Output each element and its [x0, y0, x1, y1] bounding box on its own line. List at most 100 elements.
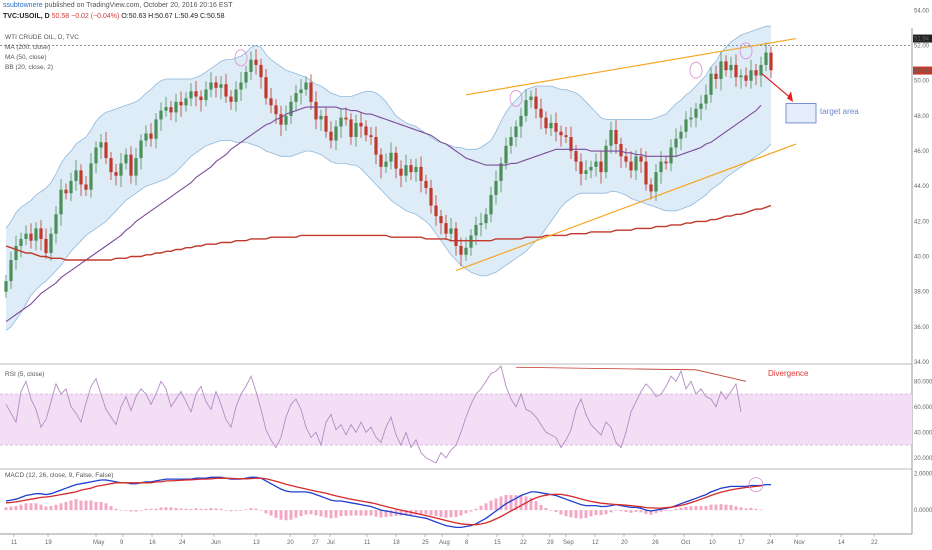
candle-body: [474, 224, 478, 236]
macd-histogram-bar: [74, 499, 78, 511]
candle: [319, 109, 323, 131]
candle: [244, 65, 248, 89]
macd-tick-label: 0.0000: [914, 508, 932, 514]
macd-histogram-bar: [689, 506, 693, 511]
candle: [629, 151, 633, 179]
candle: [74, 160, 78, 191]
candle: [304, 76, 308, 96]
candle-body: [169, 107, 173, 113]
candle: [269, 87, 273, 114]
macd-histogram-bar: [624, 510, 628, 513]
candle-body: [334, 126, 338, 141]
rsi-tick-label: 80.0000: [914, 379, 932, 385]
candle-body: [69, 180, 73, 194]
rsi-band: [0, 394, 912, 446]
price-tick-label: 36.00: [914, 325, 930, 331]
candle-body: [739, 75, 743, 78]
time-tick-label: 22: [871, 540, 878, 546]
candle: [724, 55, 728, 77]
candle-body: [614, 129, 618, 145]
candle-body: [434, 205, 438, 217]
candle-body: [339, 117, 343, 127]
time-tick-label: Jul: [327, 540, 335, 546]
macd-histogram-bar: [594, 510, 598, 516]
time-tick-label: 14: [838, 540, 845, 546]
candle: [279, 105, 283, 137]
macd-histogram-bar: [389, 510, 393, 517]
candle-body: [244, 71, 248, 83]
symbol-name: TVC:USOIL, D: [3, 13, 50, 20]
publisher-username[interactable]: ssubtownere: [3, 2, 43, 9]
macd-histogram-bar: [739, 507, 743, 511]
top-price-badge: [913, 34, 932, 43]
macd-histogram-bar: [329, 510, 333, 519]
legend-ma200[interactable]: MA (200, close): [5, 44, 51, 51]
candle: [519, 107, 523, 138]
candle-body: [234, 89, 238, 102]
macd-panel-label[interactable]: MACD (12, 26, close, 9, False, False): [5, 472, 114, 479]
macd-histogram-bar: [504, 495, 508, 511]
time-tick-label: 19: [45, 540, 52, 546]
candle: [309, 74, 313, 110]
candle-body: [154, 119, 158, 139]
candle-body: [139, 140, 143, 159]
price-tick-label: 42.00: [914, 219, 930, 225]
macd-histogram-bar: [424, 510, 428, 515]
macd-histogram-bar: [64, 501, 68, 511]
rsi-panel-label[interactable]: RSI (5, close): [5, 371, 45, 378]
candle-body: [174, 101, 178, 113]
candle-body: [569, 136, 573, 152]
candle-body: [459, 245, 463, 255]
price-tick-label: 52.00: [914, 44, 930, 50]
candle: [389, 142, 393, 170]
macd-histogram-bar: [579, 510, 583, 519]
candle-body: [479, 223, 483, 225]
candle: [174, 93, 178, 123]
legend-bb[interactable]: BB (20, close, 2): [5, 64, 54, 71]
candle: [194, 80, 198, 107]
macd-histogram-bar: [49, 506, 53, 511]
candle-body: [529, 96, 533, 101]
candle: [159, 102, 163, 131]
candle: [394, 146, 398, 179]
candle: [84, 176, 88, 196]
macd-histogram-bar: [449, 510, 453, 518]
macd-histogram-bar: [124, 510, 128, 511]
candle-body: [314, 101, 318, 120]
macd-histogram-bar: [224, 510, 228, 511]
candle: [229, 90, 233, 110]
price-change: −0.02 (−0.04%): [71, 13, 120, 20]
candle-body: [214, 82, 218, 88]
legend-title[interactable]: WTI CRUDE OIL, D, TVC: [5, 34, 79, 41]
candle: [719, 51, 723, 91]
candle-body: [359, 122, 363, 127]
macd-histogram-bar: [694, 506, 698, 511]
candle: [64, 183, 68, 200]
candle-body: [649, 184, 653, 192]
legend-ma50[interactable]: MA (50, close): [5, 54, 47, 61]
macd-histogram-bar: [489, 500, 493, 511]
candle-body: [384, 161, 388, 167]
macd-histogram-bar: [179, 508, 183, 511]
macd-histogram-bar: [649, 510, 653, 515]
candle-body: [664, 161, 668, 164]
candle: [459, 237, 463, 267]
candle: [534, 88, 538, 119]
candle-body: [449, 228, 453, 234]
macd-histogram-bar: [479, 505, 483, 511]
candle: [104, 131, 108, 165]
macd-histogram-bar: [154, 508, 158, 511]
ohlc-values: O:50.63 H:50.67 L:50.49 C:50.58: [121, 13, 225, 20]
candle-body: [44, 238, 48, 254]
candle-body: [559, 131, 563, 136]
candle: [649, 178, 653, 200]
candle: [29, 223, 33, 249]
candle-body: [674, 138, 678, 148]
candle-body: [149, 133, 153, 139]
candle: [569, 126, 573, 159]
candle-body: [714, 73, 718, 79]
candle-body: [124, 154, 128, 164]
candle-body: [304, 82, 308, 90]
candle-body: [469, 235, 473, 248]
